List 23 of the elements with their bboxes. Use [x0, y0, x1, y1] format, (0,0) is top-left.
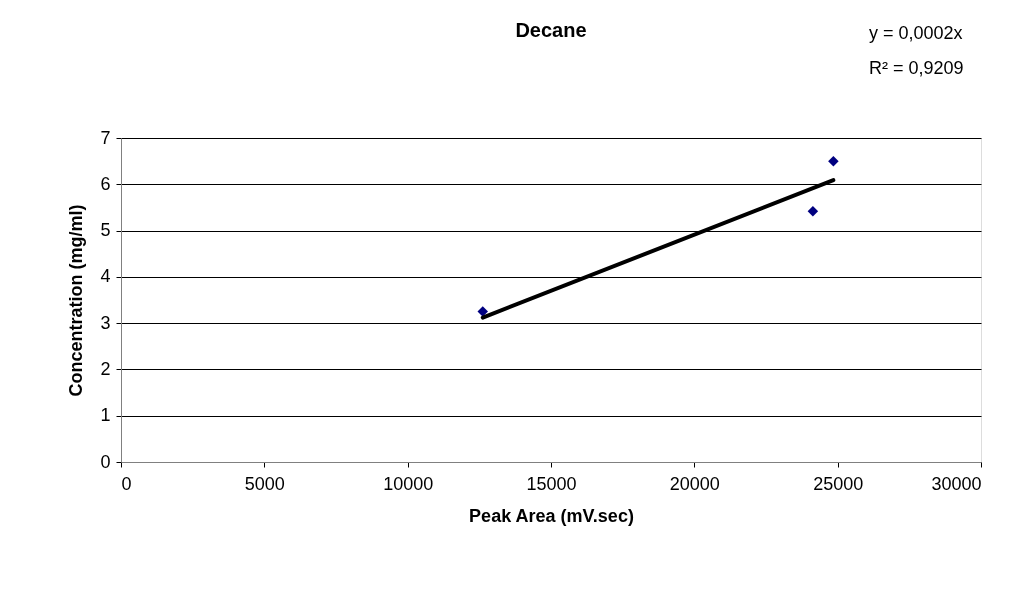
x-tick-label: 20000	[669, 473, 720, 494]
x-axis-title: Peak Area (mV.sec)	[469, 505, 634, 526]
x-tick-label: 30000	[931, 473, 982, 494]
y-tick-label: 2	[100, 358, 111, 379]
x-tick-label: 5000	[244, 473, 285, 494]
y-axis-title: Concentration (mg/ml)	[66, 204, 87, 397]
y-tick-label: 0	[100, 451, 111, 472]
y-tick-label: 6	[100, 173, 111, 194]
x-tick-label: 0	[121, 473, 132, 494]
x-tick-label: 10000	[383, 473, 434, 494]
text: y = 0,0002x	[869, 23, 963, 43]
x-tick-label: 15000	[526, 473, 577, 494]
chart-title: Decane	[515, 19, 587, 41]
text: R² = 0,9209	[869, 58, 964, 78]
point	[477, 306, 489, 317]
point	[828, 155, 839, 167]
y-tick-label: 3	[100, 312, 111, 333]
y-tick-label: 7	[100, 127, 111, 148]
y-tick-label: 5	[100, 220, 111, 241]
y-tick-label: 4	[100, 266, 111, 287]
y-tick-label: 1	[100, 405, 111, 426]
x-tick-label: 25000	[813, 473, 864, 494]
point	[807, 205, 819, 217]
